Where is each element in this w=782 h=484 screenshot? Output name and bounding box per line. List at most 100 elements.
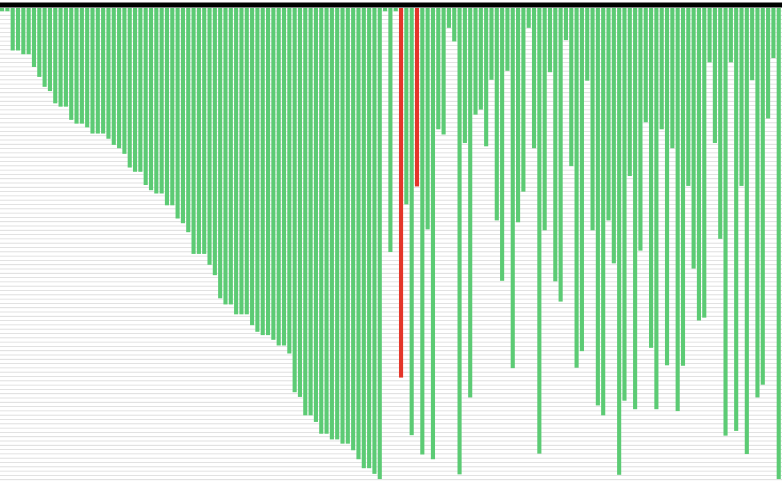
- bar: [63, 8, 68, 107]
- bar: [654, 8, 659, 410]
- bar: [585, 8, 590, 81]
- bar: [281, 8, 287, 346]
- bar: [574, 8, 579, 368]
- bar: [313, 8, 318, 422]
- bar: [420, 8, 425, 455]
- bar: [601, 8, 606, 416]
- bar: [462, 8, 467, 143]
- bar: [207, 8, 212, 265]
- bar: [691, 8, 696, 269]
- bar: [664, 8, 670, 366]
- bar: [10, 8, 15, 51]
- bar: [702, 8, 707, 318]
- bar: [170, 8, 175, 206]
- bar: [718, 8, 723, 239]
- bar: [101, 8, 106, 134]
- bar: [776, 8, 781, 480]
- bar: [159, 8, 164, 194]
- bar: [696, 8, 701, 321]
- bar: [218, 8, 223, 299]
- bar: [308, 8, 313, 416]
- bar: [95, 8, 100, 134]
- bar: [388, 8, 393, 253]
- bar: [106, 8, 111, 139]
- bar: [260, 8, 265, 336]
- bar: [276, 8, 281, 346]
- bar: [404, 8, 409, 205]
- bar: [361, 8, 366, 469]
- bar: [223, 8, 228, 305]
- bar: [542, 8, 547, 231]
- bar: [186, 8, 191, 233]
- bar: [755, 8, 760, 398]
- bar: [734, 8, 739, 431]
- bar: [760, 8, 765, 385]
- bar: [531, 8, 537, 149]
- bar: [505, 8, 510, 71]
- bar: [500, 8, 505, 281]
- bar: [202, 8, 207, 254]
- bar: [627, 8, 632, 177]
- bar: [563, 8, 569, 41]
- bar: [127, 8, 132, 168]
- bar: [90, 8, 95, 134]
- bar: [42, 8, 47, 87]
- bar: [239, 8, 244, 315]
- bar: [297, 8, 303, 397]
- bar: [85, 8, 90, 128]
- bar: [510, 8, 515, 369]
- bar: [58, 8, 63, 107]
- bar: [74, 8, 79, 124]
- bar: [228, 8, 233, 305]
- bar: [633, 8, 638, 410]
- bar: [132, 8, 138, 172]
- bar: [595, 8, 600, 406]
- bar: [138, 8, 143, 172]
- bar: [212, 8, 217, 276]
- bar: [5, 8, 10, 12]
- bar: [617, 8, 622, 475]
- bar: [292, 8, 297, 393]
- bar: [191, 8, 196, 254]
- highlighted-bar: [414, 8, 420, 187]
- bar: [265, 8, 271, 336]
- bar: [457, 8, 462, 475]
- bar: [340, 8, 345, 444]
- bar: [569, 8, 574, 167]
- bar: [484, 8, 489, 147]
- bar: [547, 8, 553, 73]
- bar: [47, 8, 52, 92]
- bar: [377, 8, 382, 480]
- bar: [430, 8, 436, 460]
- bar: [425, 8, 430, 230]
- bar: [409, 8, 414, 436]
- bar: [723, 8, 728, 436]
- bar: [606, 8, 611, 221]
- bar: [122, 8, 127, 154]
- bar: [324, 8, 329, 434]
- bar: [372, 8, 377, 474]
- bar: [53, 8, 58, 104]
- bar: [143, 8, 148, 185]
- bar: [175, 8, 180, 219]
- bar: [579, 8, 584, 352]
- bar: [686, 8, 691, 186]
- bar: [675, 8, 680, 412]
- bar: [0, 8, 5, 12]
- bar: [117, 8, 122, 149]
- bar: [766, 8, 771, 119]
- bar: [69, 8, 74, 120]
- bar: [154, 8, 159, 194]
- bar: [707, 8, 712, 63]
- bar: [356, 8, 361, 460]
- bar: [31, 8, 37, 67]
- bar: [494, 8, 499, 221]
- bar: [537, 8, 542, 454]
- bar: [148, 8, 154, 191]
- bar: [739, 8, 744, 186]
- bar: [649, 8, 654, 348]
- bar: [643, 8, 648, 123]
- bar: [111, 8, 116, 145]
- bar: [436, 8, 441, 130]
